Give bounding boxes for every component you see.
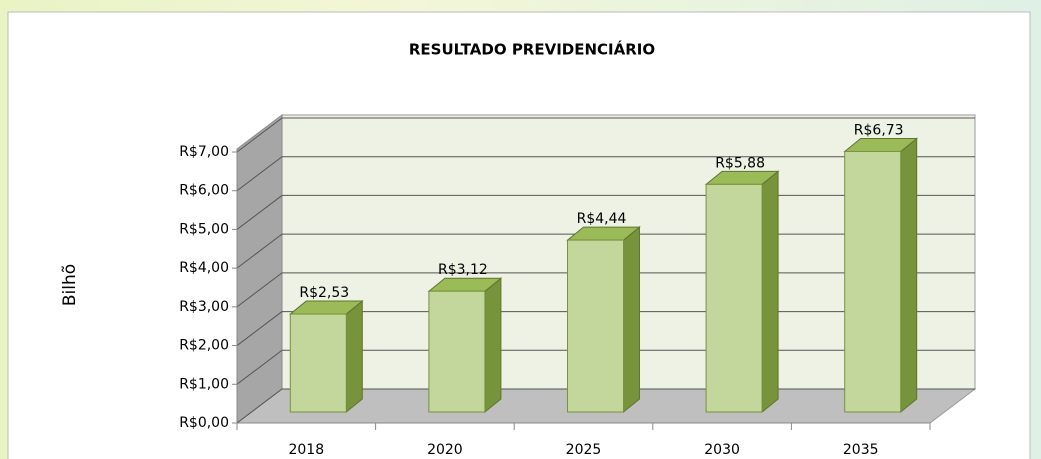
- chart-title: RESULTADO PREVIDENCIÁRIO: [409, 40, 655, 59]
- bar-side: [484, 277, 502, 414]
- y-tick-label: R$3,00: [179, 299, 229, 315]
- bar: [567, 239, 624, 413]
- data-label: R$4,44: [577, 211, 627, 227]
- bar: [428, 290, 486, 413]
- x-tick-label: 2035: [843, 442, 879, 458]
- x-tick-label: 2018: [288, 442, 324, 458]
- grid-line: [236, 156, 283, 192]
- bar-side: [623, 226, 640, 414]
- data-label: R$3,12: [438, 262, 488, 278]
- grid-line: [236, 233, 283, 269]
- y-tick-label: R$1,00: [179, 376, 229, 392]
- grid-line: [236, 388, 283, 424]
- x-tick-label: 2030: [704, 442, 740, 458]
- bar: [705, 183, 763, 413]
- bar: [844, 150, 902, 413]
- grid-line: [236, 272, 283, 308]
- bar-side: [900, 137, 918, 414]
- bar: [289, 313, 347, 413]
- x-tick-label: 2020: [427, 442, 463, 458]
- y-tick-label: R$5,00: [179, 221, 229, 237]
- bar-side: [761, 170, 779, 414]
- grid-line: [236, 117, 283, 153]
- data-label: R$2,53: [299, 285, 349, 301]
- y-tick-label: R$6,00: [179, 183, 229, 199]
- grid-line: [236, 311, 283, 346]
- y-tick-label: R$4,00: [179, 260, 229, 276]
- y-axis-label: Bilhõ: [60, 264, 80, 306]
- data-label: R$6,73: [854, 122, 904, 138]
- data-label: R$5,88: [715, 155, 765, 171]
- y-tick-label: R$0,00: [179, 415, 229, 431]
- grid-line: [236, 349, 283, 385]
- grid-line: [236, 195, 283, 230]
- bar-side: [345, 300, 363, 414]
- x-tick-label: 2025: [566, 442, 602, 458]
- y-tick-label: R$7,00: [179, 144, 229, 160]
- y-tick-label: R$2,00: [179, 338, 229, 354]
